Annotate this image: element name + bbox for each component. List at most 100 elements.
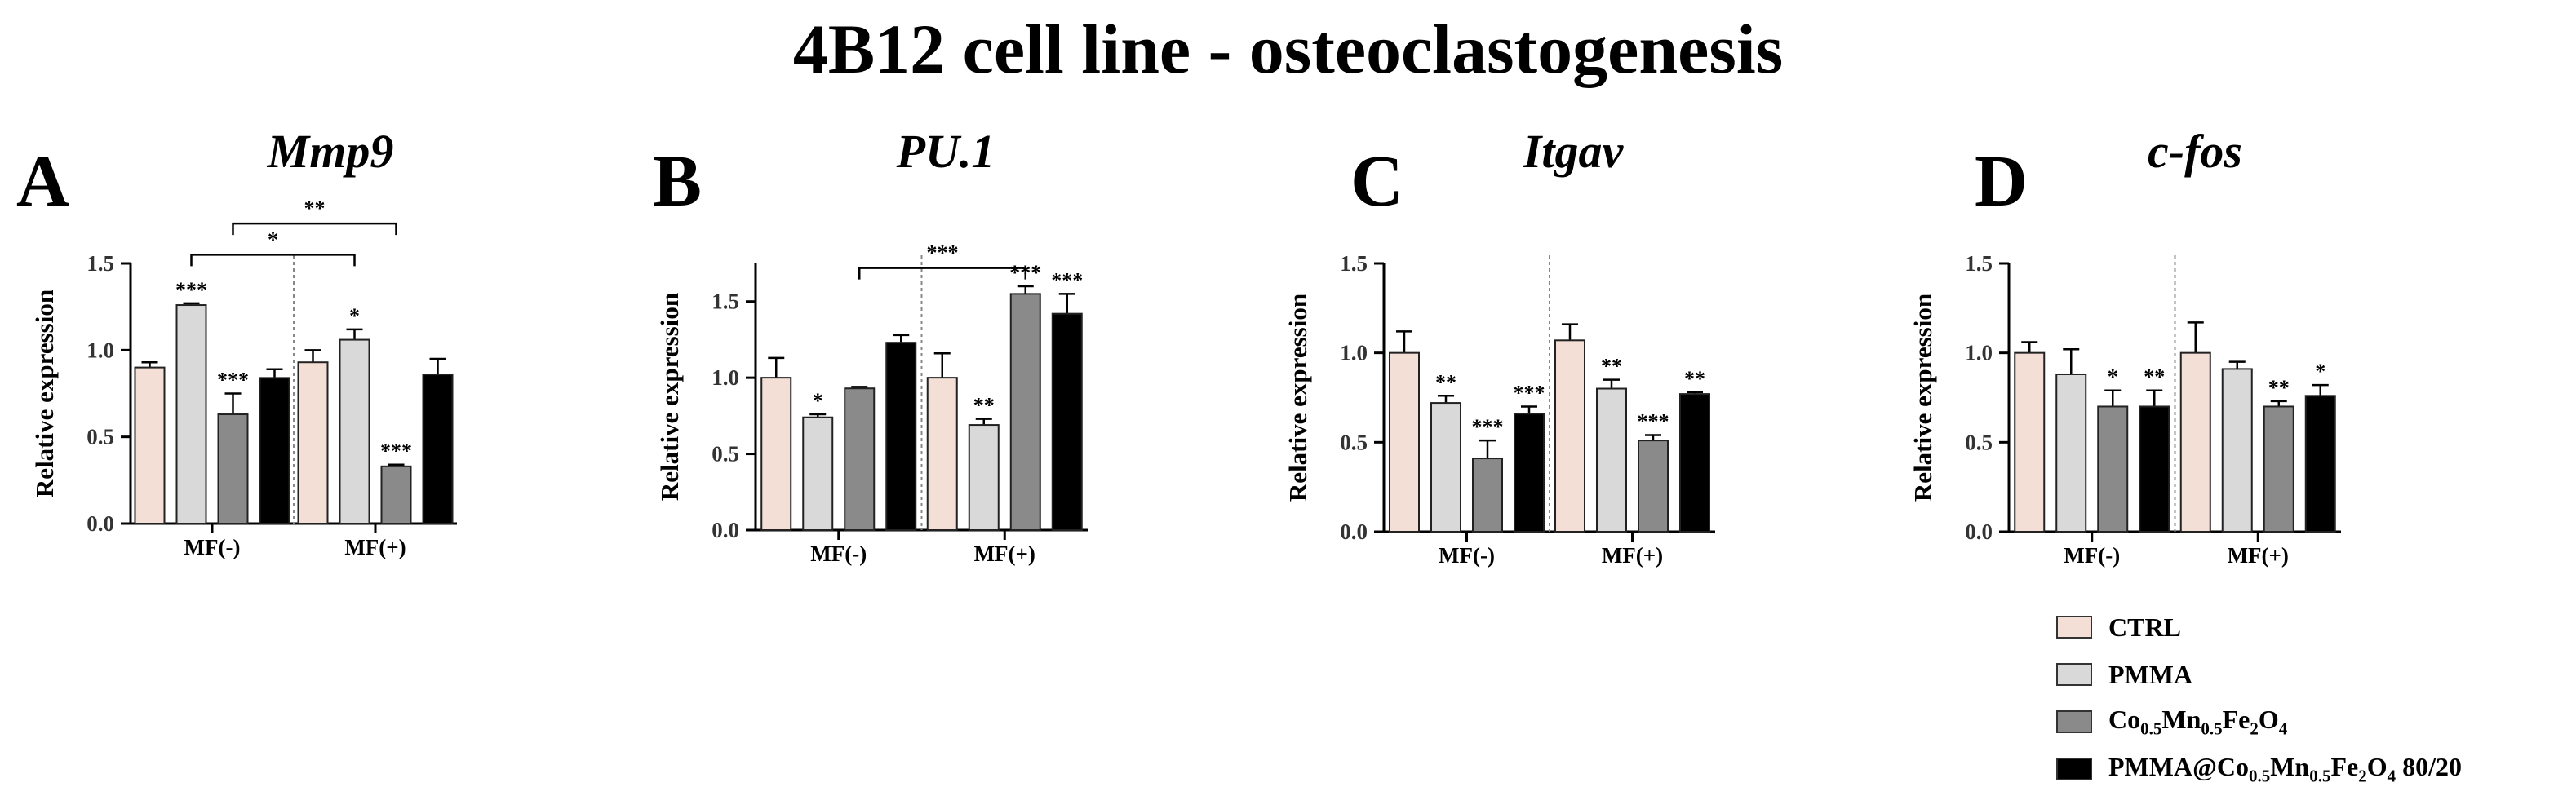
y-tick-label: 1.5: [1340, 251, 1368, 276]
bar-pmmaat: [1679, 393, 1710, 533]
bar-pmma: [1596, 387, 1627, 533]
significance-label: ***: [1051, 268, 1083, 292]
bar-co: [2097, 405, 2129, 533]
y-tick-label: 0.0: [1965, 519, 1993, 544]
bar-pmma: [1430, 402, 1461, 533]
significance-label: **: [1435, 370, 1456, 394]
panel-a: A Mmp9 0.0 0.5 1.0 1.5 Relative expression MF(-…: [16, 125, 457, 559]
legend-label: PMMA@Co0.5Mn0.5Fe2O4 80/20: [2108, 751, 2462, 786]
y-tick-label: 1.5: [1965, 251, 1993, 276]
panel-title: Itgav: [1523, 125, 1625, 178]
panel-letter: D: [1975, 141, 2028, 222]
bar-co: [1638, 440, 1669, 533]
bar-pmmaat: [259, 377, 290, 524]
x-tick-label: MF(-): [810, 542, 867, 566]
bar-co: [1472, 458, 1503, 533]
panel-c: C Itgav 0.0 0.5 1.0 1.5 Relative expression MF(…: [1284, 125, 1715, 568]
significance-label: ***: [380, 440, 412, 463]
significance-label: ***: [217, 369, 249, 392]
bar-pmma: [802, 416, 834, 531]
bar-pmma: [2055, 373, 2087, 533]
x-tick-label: MF(+): [974, 542, 1035, 566]
bar-ctrl: [1554, 339, 1585, 533]
legend-label: Co0.5Mn0.5Fe2O4: [2108, 704, 2288, 739]
legend: CTRL PMMA Co0.5Mn0.5Fe2O4 PMMA@Co0.5Mn0.5Fe…: [2056, 603, 2462, 793]
bar-ctrl: [760, 377, 792, 531]
x-tick-label: MF(+): [2228, 543, 2289, 568]
x-tick-label: MF(+): [344, 535, 406, 559]
bar-co: [217, 413, 249, 524]
y-tick-label: 1.0: [86, 338, 114, 362]
legend-swatch: [2056, 616, 2092, 639]
significance-bracket: [858, 267, 1026, 280]
bar-ctrl: [297, 361, 329, 524]
panel-title: Mmp9: [267, 125, 394, 178]
y-tick-label: 0.0: [86, 511, 114, 536]
legend-swatch: [2056, 663, 2092, 686]
y-tick-label: 0.5: [86, 425, 114, 449]
y-tick-label: 1.0: [1965, 341, 1993, 365]
significance-label: *: [2108, 365, 2118, 389]
y-axis-label: Relative expression: [655, 293, 684, 501]
significance-label: *: [2315, 360, 2325, 383]
bar-pmmaat: [885, 342, 917, 531]
bar-pmmaat: [1051, 312, 1083, 531]
significance-label: **: [973, 394, 995, 418]
bar-co: [1009, 293, 1041, 531]
y-tick-label: 0.0: [712, 518, 739, 542]
bar-ctrl: [926, 377, 958, 531]
panel-title: c-fos: [2148, 125, 2242, 178]
bar-ctrl: [134, 366, 166, 524]
legend-label: PMMA: [2108, 659, 2193, 689]
bracket-label: **: [304, 197, 326, 220]
panel-letter: A: [16, 141, 69, 222]
y-tick-label: 0.0: [1340, 519, 1368, 544]
bar-pmmaat: [1514, 413, 1545, 533]
bar-ctrl: [1389, 351, 1420, 533]
panel-b: B PU.1 0.0 0.5 1.0 1.5 Relative expression MF(-…: [653, 125, 1088, 566]
significance-label: ***: [175, 278, 207, 302]
bar-pmma: [2221, 368, 2253, 533]
x-tick-label: MF(-): [1439, 543, 1495, 568]
bar-pmmaat: [2139, 405, 2170, 533]
legend-label: CTRL: [2108, 612, 2181, 642]
y-tick-label: 1.5: [712, 290, 739, 314]
y-tick-label: 1.0: [712, 365, 739, 390]
x-tick-label: MF(-): [184, 535, 241, 559]
y-tick-label: 0.5: [1340, 430, 1368, 454]
panel-letter: B: [653, 141, 702, 222]
panel-title: PU.1: [896, 125, 995, 178]
bar-co: [380, 465, 412, 525]
y-axis-label: Relative expression: [1909, 294, 1937, 502]
legend-swatch: [2056, 758, 2092, 780]
legend-item: PMMA@Co0.5Mn0.5Fe2O4 80/20: [2056, 745, 2462, 793]
y-tick-label: 0.5: [712, 442, 739, 466]
bar-pmma: [968, 424, 1000, 531]
bar-pmma: [175, 304, 207, 524]
bracket-label: *: [268, 228, 278, 251]
bar-pmma: [339, 338, 370, 524]
x-tick-label: MF(-): [2064, 543, 2120, 568]
y-axis-label: Relative expression: [30, 290, 59, 497]
y-tick-label: 0.5: [1965, 430, 1993, 454]
significance-label: *: [349, 304, 360, 328]
significance-label: **: [2268, 376, 2290, 400]
y-axis-label: Relative expression: [1284, 294, 1312, 502]
bracket-label: ***: [927, 241, 959, 265]
y-tick-label: 1.5: [86, 251, 114, 276]
bar-pmmaat: [422, 374, 454, 524]
bar-co: [2263, 405, 2294, 533]
legend-item: PMMA: [2056, 651, 2462, 698]
bar-ctrl: [2014, 351, 2046, 533]
significance-label: ***: [1472, 415, 1504, 439]
legend-swatch: [2056, 710, 2092, 733]
x-tick-label: MF(+): [1602, 543, 1663, 568]
legend-item: Co0.5Mn0.5Fe2O4: [2056, 698, 2462, 745]
bar-co: [844, 387, 876, 532]
significance-label: *: [813, 389, 823, 413]
significance-bracket: [190, 254, 356, 267]
significance-bracket: [232, 222, 397, 236]
y-tick-label: 1.0: [1340, 341, 1368, 365]
